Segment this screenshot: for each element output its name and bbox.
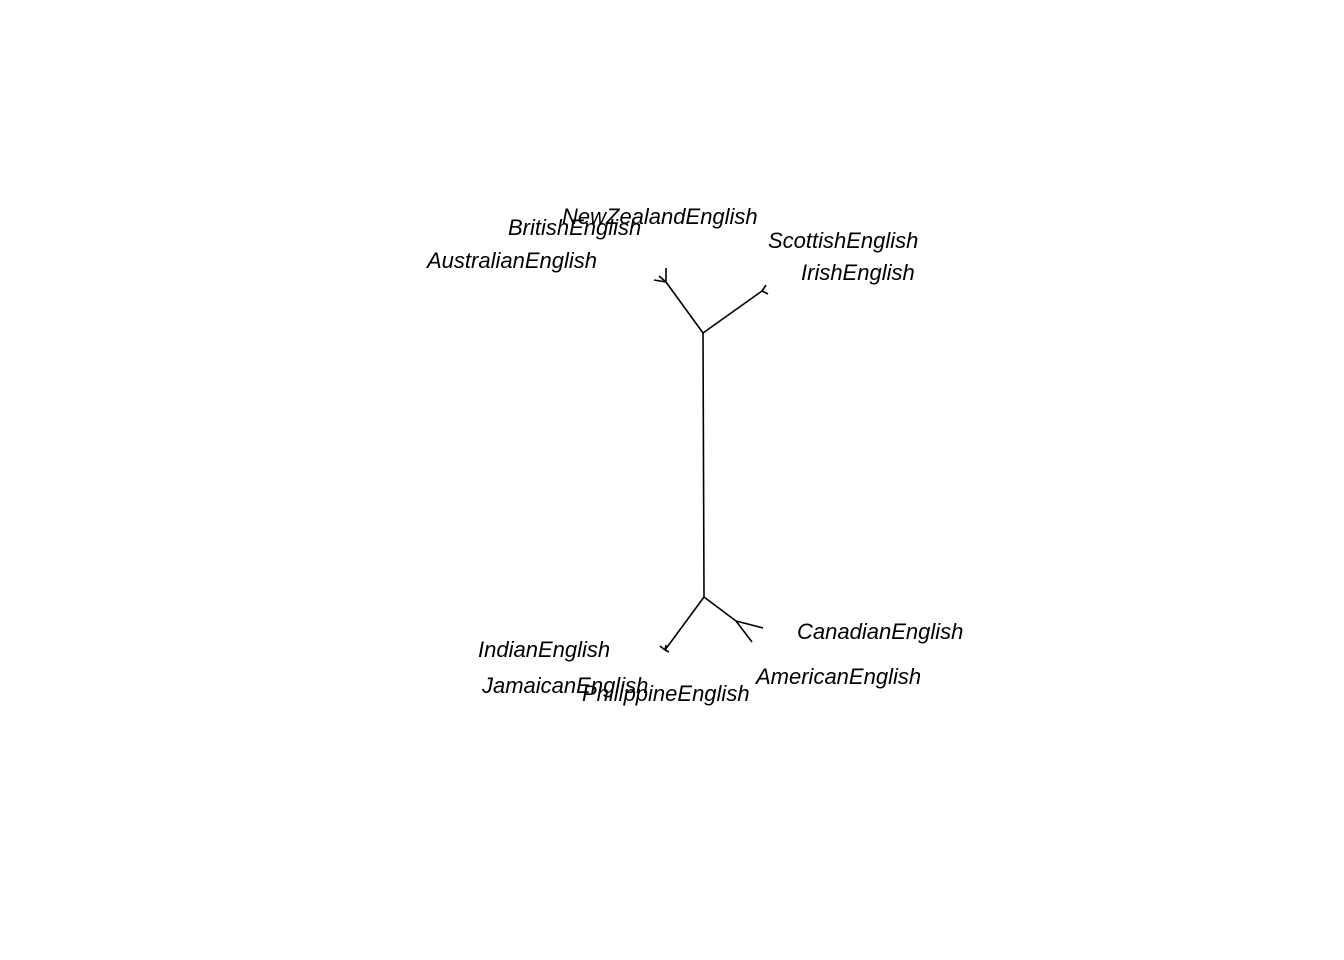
branch-irish-tip (761, 290, 769, 295)
label-scottish: ScottishEnglish (768, 228, 918, 253)
label-philippine: PhilippineEnglish (582, 681, 750, 706)
branch-canadian-tip (735, 620, 764, 629)
branch-scottish-tip (761, 284, 767, 292)
branch-upper-right (702, 290, 763, 334)
label-indian: IndianEnglish (478, 637, 610, 662)
branch-jamaican-tip (664, 644, 667, 651)
branch-australian-tip (653, 279, 667, 283)
branch-american-tip (735, 620, 753, 643)
branch-upper-left (665, 281, 704, 334)
branch-lower-right (703, 596, 737, 622)
label-jamaican: JamaicanEnglish (481, 673, 648, 698)
label-british: BritishEnglish (508, 215, 641, 240)
label-australian: AustralianEnglish (425, 248, 597, 273)
branch-lower-left (664, 596, 705, 651)
label-canadian: CanadianEnglish (797, 619, 963, 644)
branch-indian-tip (659, 645, 666, 651)
label-new-zealand: NewZealandEnglish (562, 204, 758, 229)
branch-backbone (702, 332, 705, 598)
label-american: AmericanEnglish (754, 664, 921, 689)
branch-philippine-tip (664, 649, 670, 653)
label-irish: IrishEnglish (801, 260, 915, 285)
